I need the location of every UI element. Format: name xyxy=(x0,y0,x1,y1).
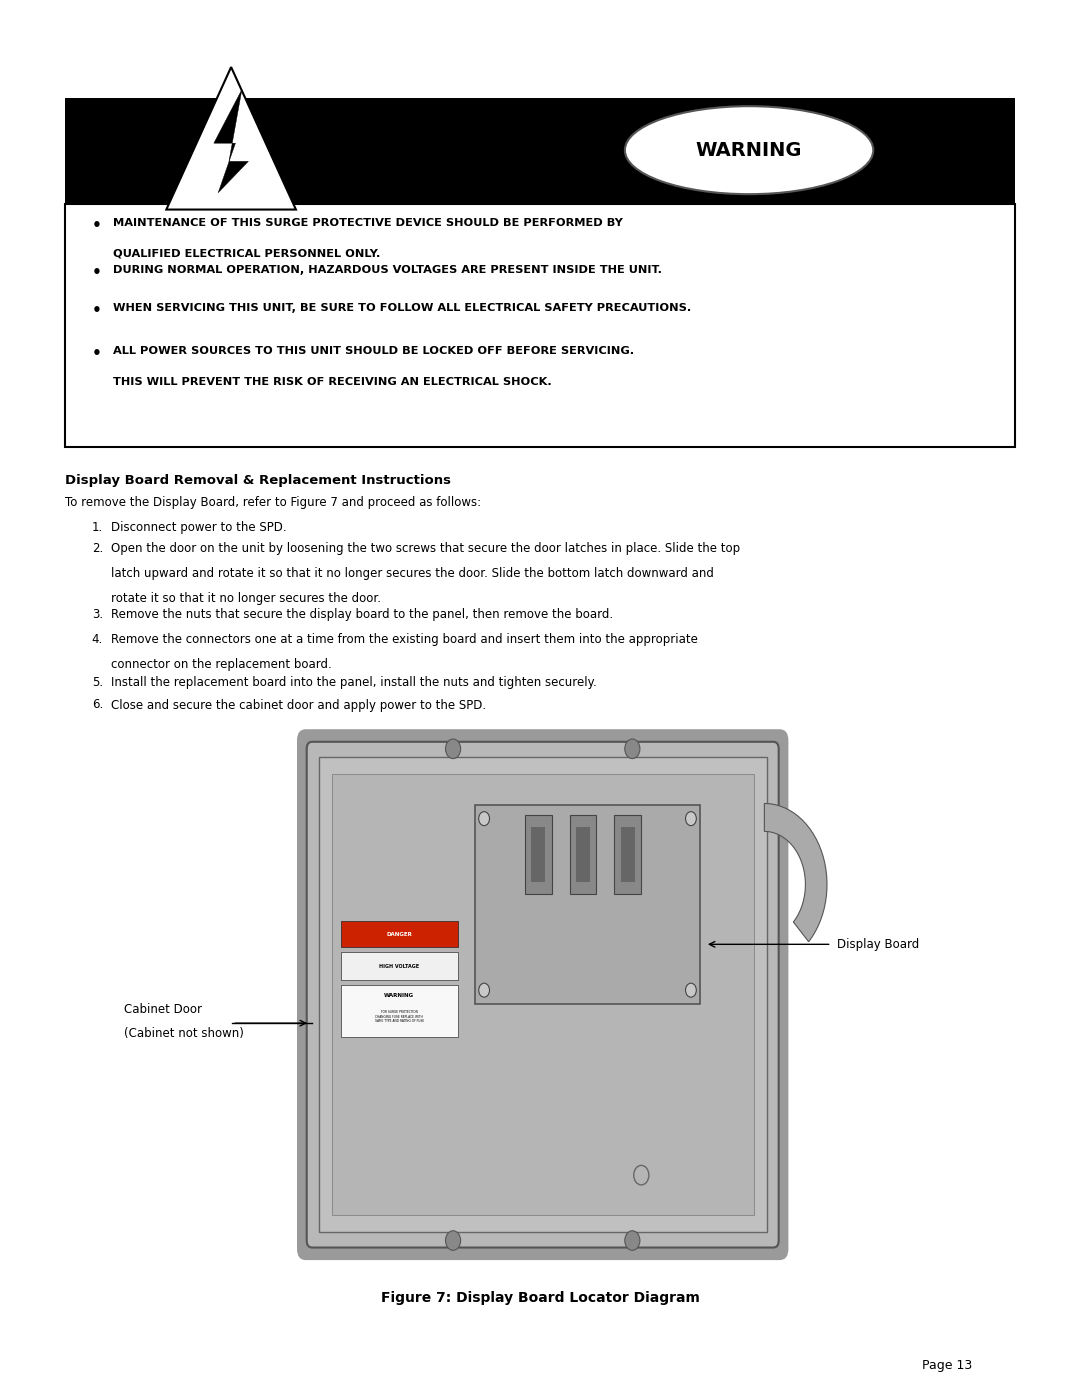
Bar xyxy=(577,827,590,883)
Text: Remove the nuts that secure the display board to the panel, then remove the boar: Remove the nuts that secure the display … xyxy=(111,608,613,620)
Text: 1.: 1. xyxy=(92,521,103,534)
Bar xyxy=(525,814,552,894)
Bar xyxy=(319,757,767,1232)
Polygon shape xyxy=(765,803,827,942)
Text: rotate it so that it no longer secures the door.: rotate it so that it no longer secures t… xyxy=(111,592,381,605)
Text: Remove the connectors one at a time from the existing board and insert them into: Remove the connectors one at a time from… xyxy=(111,633,698,645)
Text: Close and secure the cabinet door and apply power to the SPD.: Close and secure the cabinet door and ap… xyxy=(111,698,486,711)
FancyBboxPatch shape xyxy=(297,729,788,1260)
Text: Cabinet Door: Cabinet Door xyxy=(124,1003,202,1016)
Text: •: • xyxy=(92,303,102,319)
Circle shape xyxy=(624,1231,639,1250)
Bar xyxy=(65,204,1015,447)
Polygon shape xyxy=(214,89,248,193)
Text: 6.: 6. xyxy=(92,698,103,711)
Polygon shape xyxy=(166,67,296,210)
Text: ALL POWER SOURCES TO THIS UNIT SHOULD BE LOCKED OFF BEFORE SERVICING.: ALL POWER SOURCES TO THIS UNIT SHOULD BE… xyxy=(113,346,635,356)
Bar xyxy=(341,951,458,981)
Text: •: • xyxy=(92,218,102,233)
Text: DURING NORMAL OPERATION, HAZARDOUS VOLTAGES ARE PRESENT INSIDE THE UNIT.: DURING NORMAL OPERATION, HAZARDOUS VOLTA… xyxy=(113,265,662,275)
Text: 5.: 5. xyxy=(92,676,103,689)
Circle shape xyxy=(624,739,639,759)
Bar xyxy=(569,814,596,894)
Circle shape xyxy=(686,983,697,997)
Text: MAINTENANCE OF THIS SURGE PROTECTIVE DEVICE SHOULD BE PERFORMED BY: MAINTENANCE OF THIS SURGE PROTECTIVE DEV… xyxy=(113,218,623,228)
Text: HIGH VOLTAGE: HIGH VOLTAGE xyxy=(379,964,419,968)
Circle shape xyxy=(446,739,461,759)
Text: WARNING: WARNING xyxy=(696,141,802,159)
Text: WARNING: WARNING xyxy=(384,993,415,997)
Circle shape xyxy=(446,1231,461,1250)
Text: Page 13: Page 13 xyxy=(921,1359,972,1372)
Text: Figure 7: Display Board Locator Diagram: Figure 7: Display Board Locator Diagram xyxy=(380,1291,700,1305)
Text: To remove the Display Board, refer to Figure 7 and proceed as follows:: To remove the Display Board, refer to Fi… xyxy=(65,496,481,509)
Text: 2.: 2. xyxy=(92,542,103,555)
Text: DANGER: DANGER xyxy=(387,932,413,936)
Text: Display Board Removal & Replacement Instructions: Display Board Removal & Replacement Inst… xyxy=(65,474,450,486)
Bar xyxy=(332,774,754,1215)
Bar xyxy=(475,805,700,1004)
Text: THIS WILL PREVENT THE RISK OF RECEIVING AN ELECTRICAL SHOCK.: THIS WILL PREVENT THE RISK OF RECEIVING … xyxy=(113,377,552,387)
Text: •: • xyxy=(92,346,102,362)
Bar xyxy=(341,921,458,947)
Text: QUALIFIED ELECTRICAL PERSONNEL ONLY.: QUALIFIED ELECTRICAL PERSONNEL ONLY. xyxy=(113,249,381,258)
Text: Display Board: Display Board xyxy=(837,937,919,951)
Text: WHEN SERVICING THIS UNIT, BE SURE TO FOLLOW ALL ELECTRICAL SAFETY PRECAUTIONS.: WHEN SERVICING THIS UNIT, BE SURE TO FOL… xyxy=(113,303,691,313)
Text: latch upward and rotate it so that it no longer secures the door. Slide the bott: latch upward and rotate it so that it no… xyxy=(111,567,714,580)
Circle shape xyxy=(478,983,489,997)
Text: FOR SURGE PROTECTION
CHANGING FUSE REPLACE WITH
SAME TYPE AND RATING OF FUSE: FOR SURGE PROTECTION CHANGING FUSE REPLA… xyxy=(375,1010,424,1024)
Text: •: • xyxy=(92,265,102,281)
Text: (Cabinet not shown): (Cabinet not shown) xyxy=(124,1027,244,1041)
Bar xyxy=(621,827,635,883)
FancyBboxPatch shape xyxy=(307,742,779,1248)
Circle shape xyxy=(478,812,489,826)
Text: Disconnect power to the SPD.: Disconnect power to the SPD. xyxy=(111,521,287,534)
Circle shape xyxy=(686,812,697,826)
Text: connector on the replacement board.: connector on the replacement board. xyxy=(111,658,332,671)
Bar xyxy=(615,814,642,894)
Text: Install the replacement board into the panel, install the nuts and tighten secur: Install the replacement board into the p… xyxy=(111,676,597,689)
Ellipse shape xyxy=(625,106,874,194)
Text: Open the door on the unit by loosening the two screws that secure the door latch: Open the door on the unit by loosening t… xyxy=(111,542,741,555)
Bar xyxy=(65,98,1015,203)
Bar xyxy=(531,827,545,883)
Text: 3.: 3. xyxy=(92,608,103,620)
Bar xyxy=(341,985,458,1038)
Text: 4.: 4. xyxy=(92,633,103,645)
